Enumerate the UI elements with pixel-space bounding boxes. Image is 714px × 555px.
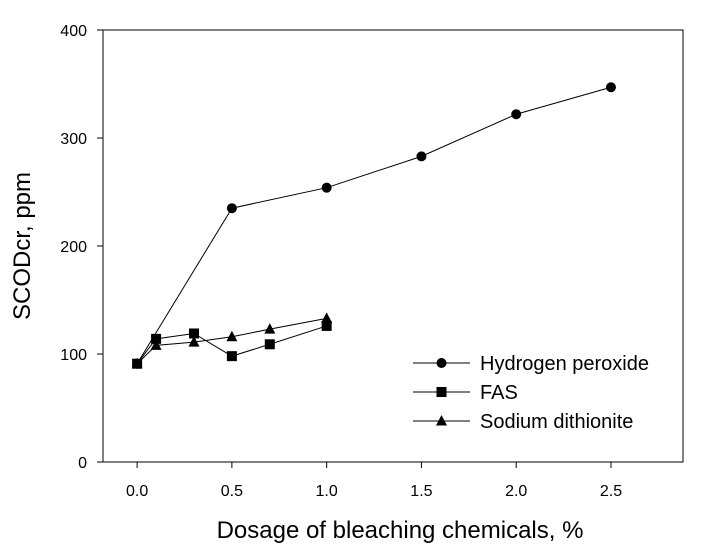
plot-frame: [102, 29, 684, 463]
y-tick-label: 400: [60, 23, 87, 40]
x-tick-label: 0.5: [221, 483, 243, 500]
data-point-hydrogen-peroxide: [511, 109, 522, 120]
x-tick-label: 0.0: [126, 483, 148, 500]
data-point-sodium-dithionite: [226, 330, 238, 342]
legend-item-fas: FAS: [413, 382, 518, 404]
legend-label: Hydrogen peroxide: [480, 353, 649, 375]
y-tick-label: 200: [60, 239, 87, 256]
x-tick-label: 1.5: [410, 483, 432, 500]
x-axis-title: Dosage of bleaching chemicals, %: [217, 517, 584, 544]
legend-label: Sodium dithionite: [480, 411, 633, 433]
data-point-sodium-dithionite: [150, 339, 162, 350]
legend-item-hydrogen-peroxide: Hydrogen peroxide: [413, 353, 649, 375]
series-sodium-dithionite: [131, 312, 333, 369]
data-point-sodium-dithionite: [321, 312, 333, 323]
data-point-fas: [264, 339, 275, 350]
y-tick-label: 100: [60, 347, 87, 364]
data-point-fas: [151, 333, 162, 344]
series-hydrogen-peroxide: [132, 82, 616, 369]
series-line-hydrogen-peroxide: [136, 86, 612, 364]
data-point-hydrogen-peroxide: [226, 203, 237, 214]
legend-marker-square: [436, 387, 447, 397]
data-point-sodium-dithionite: [131, 357, 143, 369]
series-layer: [131, 82, 616, 369]
data-point-hydrogen-peroxide: [321, 182, 332, 193]
data-point-fas: [188, 328, 199, 339]
legend-item-sodium-dithionite: Sodium dithionite: [413, 411, 633, 433]
x-tick-label: 1.0: [316, 483, 338, 500]
data-point-hydrogen-peroxide: [416, 151, 427, 162]
y-axis: 0 100 200 300 400: [60, 23, 103, 472]
x-tick-label: 2.0: [505, 483, 527, 500]
legend-label: FAS: [480, 382, 518, 404]
x-axis: 0.0 0.5 1.0 1.5 2.0 2.5: [126, 462, 622, 500]
data-point-fas: [226, 351, 237, 362]
data-point-sodium-dithionite: [188, 336, 200, 347]
x-tick-label: 2.5: [600, 483, 622, 500]
y-tick-label: 300: [60, 131, 87, 148]
data-point-fas: [321, 320, 332, 331]
data-point-hydrogen-peroxide: [605, 82, 616, 93]
legend-marker-triangle: [436, 415, 447, 426]
y-axis-title: SCODcr, ppm: [9, 172, 36, 320]
legend: Hydrogen peroxide FAS Sodium dithionite: [413, 353, 649, 433]
y-tick-label: 0: [78, 455, 87, 472]
legend-marker-circle: [436, 358, 447, 368]
data-point-sodium-dithionite: [264, 323, 276, 334]
